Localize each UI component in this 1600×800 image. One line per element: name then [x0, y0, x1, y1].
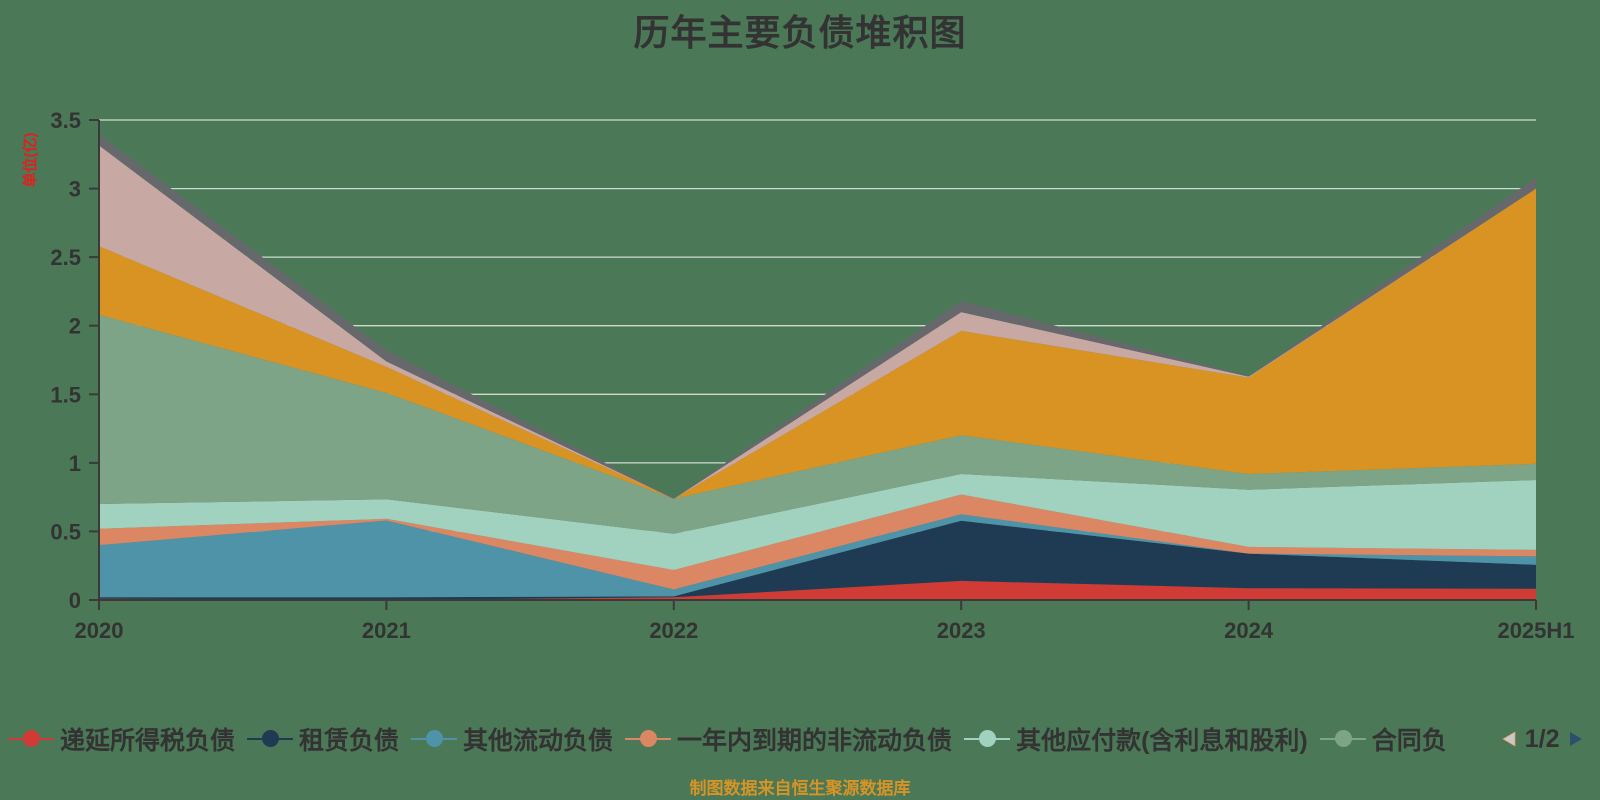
svg-text:2022: 2022 [649, 618, 698, 643]
svg-text:1.5: 1.5 [50, 382, 81, 407]
svg-text:单位(亿): 单位(亿) [21, 133, 39, 188]
svg-text:2020: 2020 [75, 618, 124, 643]
svg-text:2025H1: 2025H1 [1497, 618, 1574, 643]
svg-text:2: 2 [69, 314, 81, 339]
svg-text:2024: 2024 [1224, 618, 1274, 643]
svg-text:0: 0 [69, 588, 81, 613]
svg-text:2023: 2023 [937, 618, 986, 643]
svg-text:2021: 2021 [362, 618, 411, 643]
svg-text:0.5: 0.5 [50, 519, 81, 544]
svg-text:3.5: 3.5 [50, 108, 81, 133]
svg-text:1: 1 [69, 451, 81, 476]
svg-text:2.5: 2.5 [50, 245, 81, 270]
svg-text:3: 3 [69, 177, 81, 202]
